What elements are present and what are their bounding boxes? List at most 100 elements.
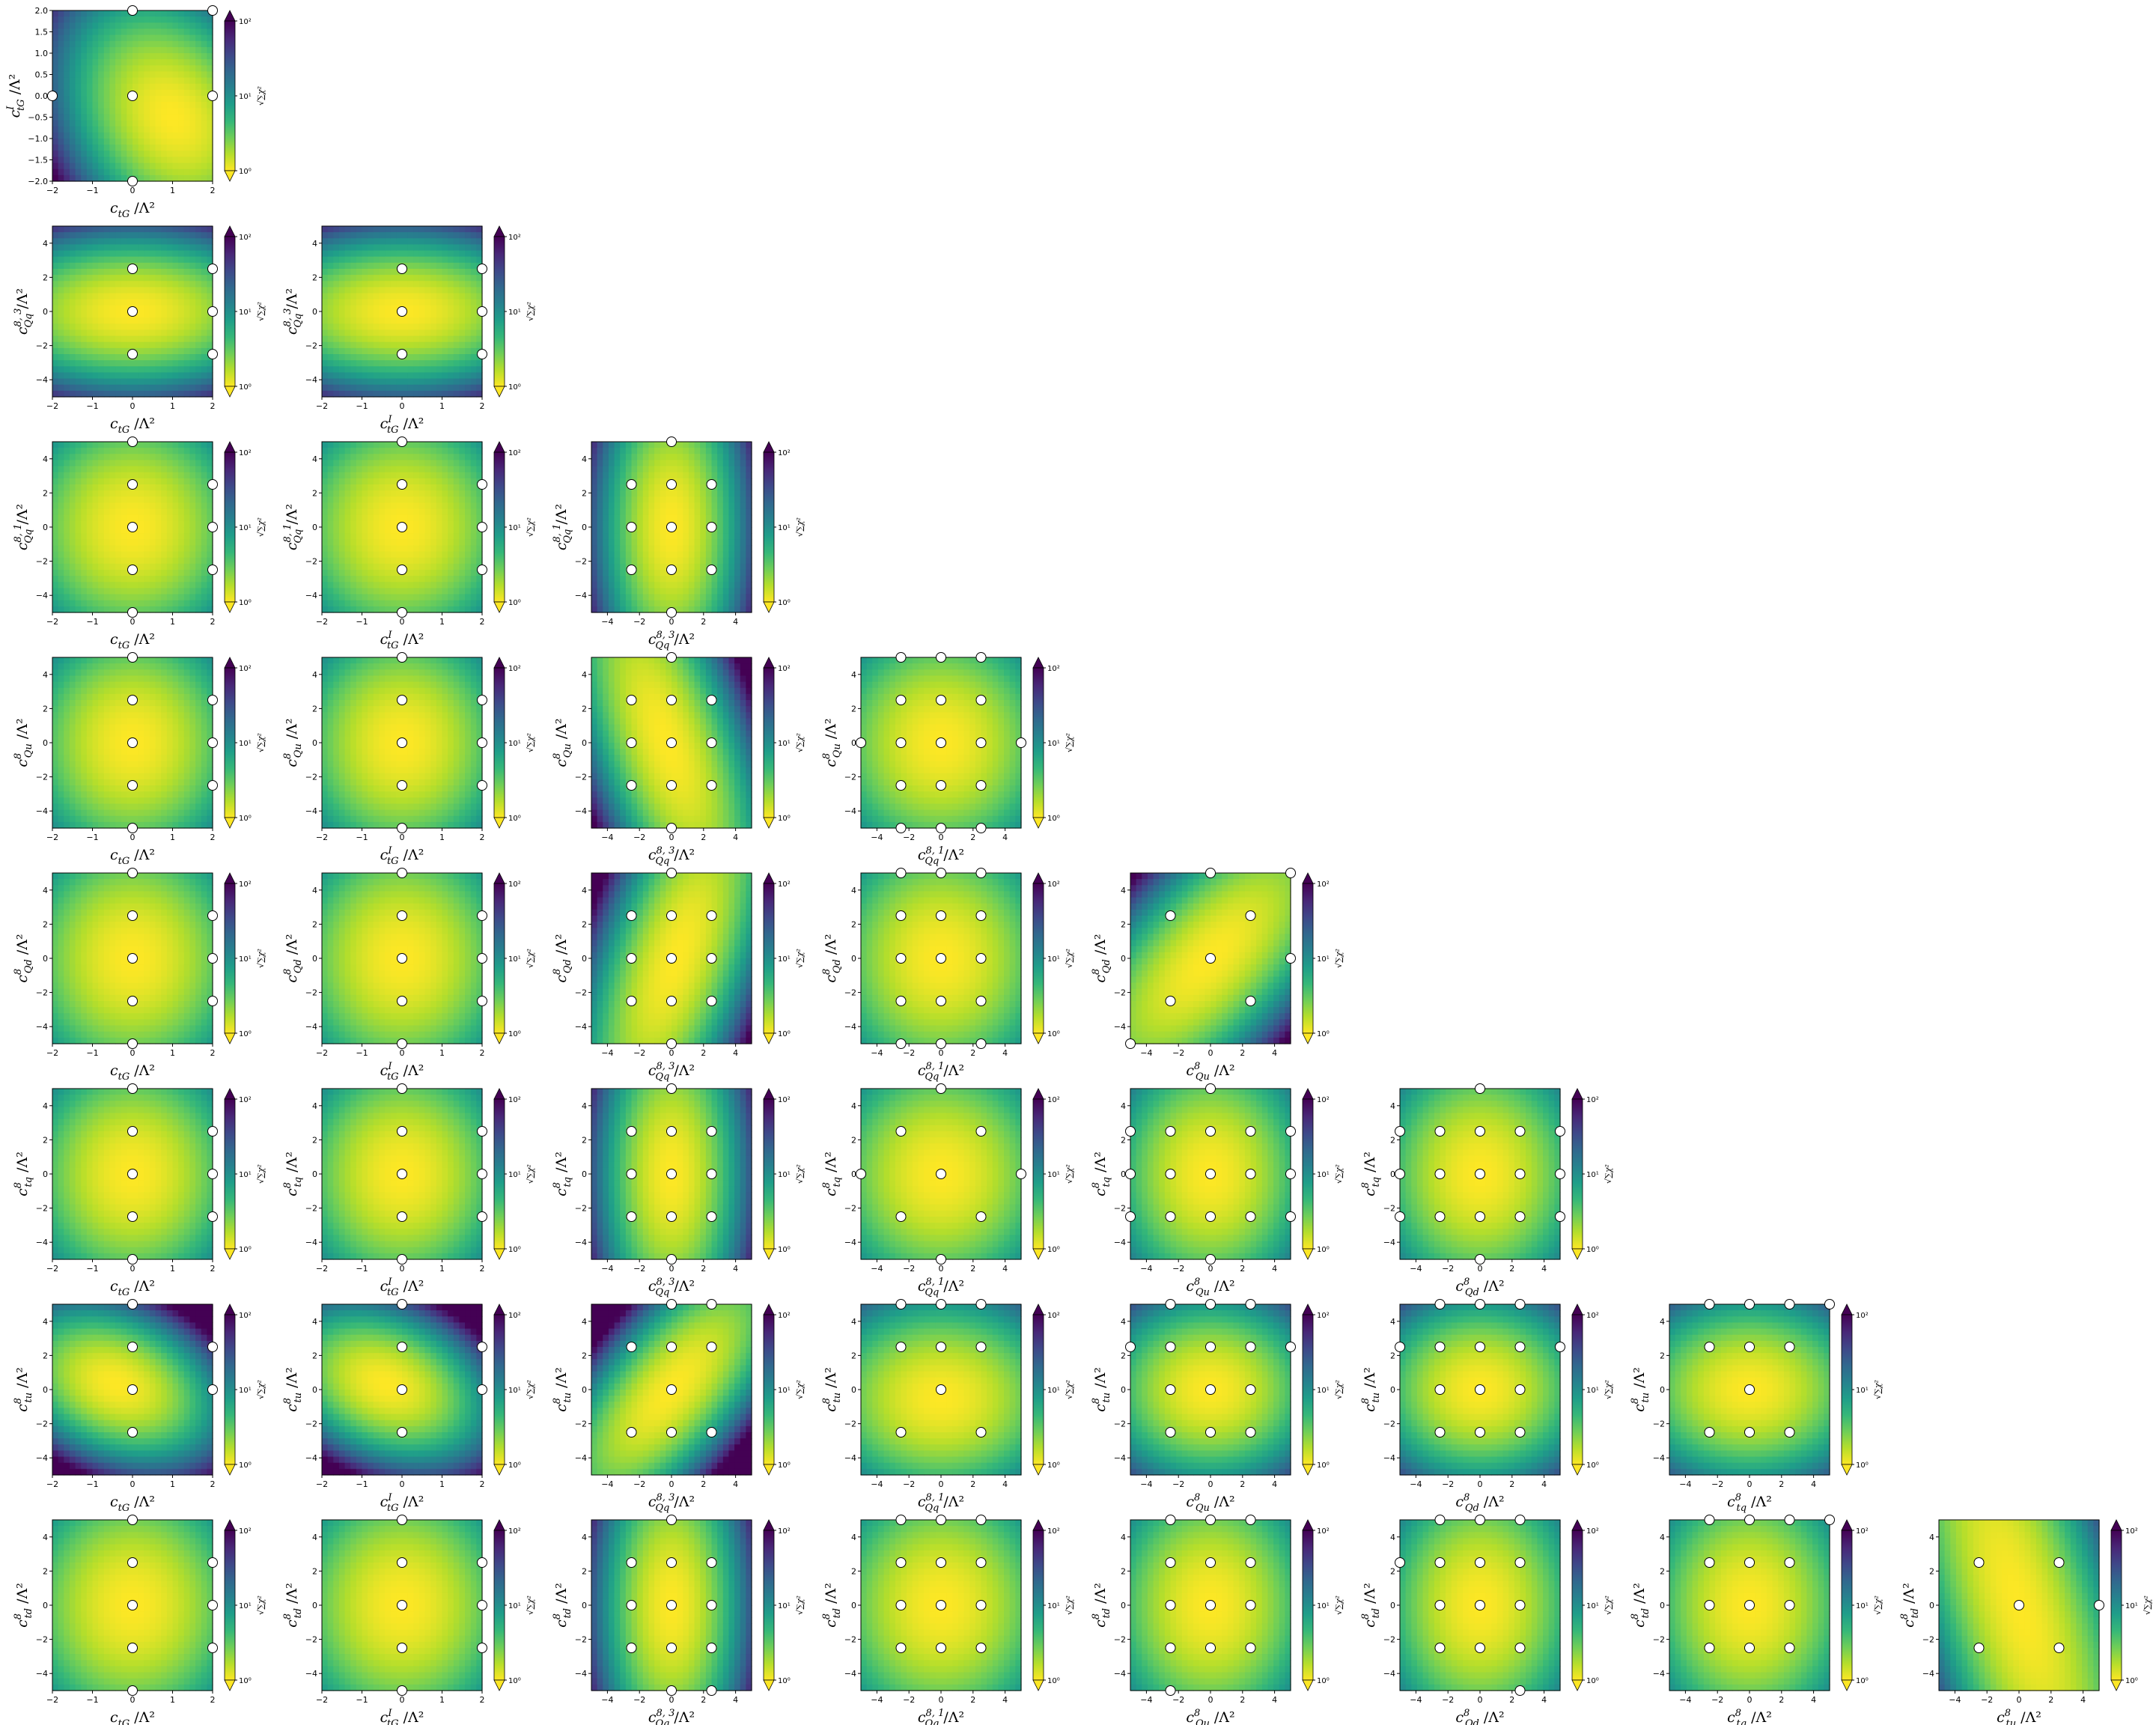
heatmap-cell — [402, 251, 408, 258]
heatmap-cell — [379, 606, 385, 613]
heatmap-cell — [609, 594, 615, 601]
heatmap-cell — [408, 558, 414, 565]
heatmap-cell — [648, 570, 654, 576]
heatmap-cell — [408, 226, 414, 233]
heatmap-cell — [207, 156, 213, 163]
heatmap-cell — [333, 360, 339, 367]
heatmap-cell — [402, 342, 408, 349]
heatmap-cell — [402, 539, 408, 546]
heatmap-cell — [121, 372, 127, 379]
heatmap-cell — [339, 354, 345, 361]
heatmap-cell — [76, 588, 82, 594]
heatmap-cell — [150, 329, 156, 336]
heatmap-cell — [189, 594, 195, 601]
heatmap-cell — [138, 323, 144, 330]
heatmap-cell — [362, 484, 368, 491]
heatmap-cell — [178, 269, 184, 276]
heatmap-cell — [70, 570, 76, 576]
heatmap-cell — [93, 90, 99, 97]
heatmap-cell — [52, 366, 58, 373]
heatmap-cell — [161, 16, 167, 23]
heatmap-cell — [201, 244, 207, 251]
heatmap-cell — [442, 606, 448, 613]
heatmap-cell — [104, 391, 110, 398]
heatmap-cell — [178, 454, 184, 460]
sample-point — [128, 437, 138, 447]
heatmap-cell — [413, 299, 419, 306]
y-tick-label: −4 — [36, 375, 48, 385]
heatmap-cell — [58, 41, 64, 48]
heatmap-cell — [345, 564, 351, 571]
heatmap-cell — [167, 582, 173, 588]
heatmap-cell — [109, 539, 115, 546]
heatmap-cell — [70, 336, 76, 343]
heatmap-cell — [385, 244, 391, 251]
heatmap-cell — [603, 484, 609, 491]
heatmap-cell — [52, 594, 58, 601]
heatmap-cell — [740, 564, 746, 571]
heatmap-cell — [356, 336, 362, 343]
heatmap-cell — [632, 545, 638, 552]
heatmap-cell — [740, 576, 746, 582]
heatmap-cell — [425, 460, 431, 466]
heatmap-cell — [87, 71, 93, 78]
heatmap-cell — [93, 263, 99, 270]
heatmap-cell — [597, 454, 603, 460]
heatmap-cell — [615, 466, 621, 473]
heatmap-cell — [144, 460, 150, 466]
heatmap-cell — [64, 478, 70, 485]
heatmap-cell — [173, 121, 179, 127]
heatmap-cell — [425, 336, 431, 343]
heatmap-cell — [150, 59, 156, 66]
heatmap-cell — [408, 582, 414, 588]
x-tick-label: 2 — [701, 617, 706, 627]
heatmap-cell — [58, 509, 64, 516]
heatmap-cell — [339, 527, 345, 534]
heatmap-cell — [184, 515, 190, 522]
heatmap-cell — [98, 121, 104, 127]
heatmap-cell — [436, 570, 442, 576]
heatmap-cell — [436, 472, 442, 479]
heatmap-cell — [70, 600, 76, 607]
heatmap-cell — [133, 163, 138, 170]
heatmap-cell — [52, 700, 58, 707]
heatmap-cell — [156, 576, 162, 582]
heatmap-cell — [70, 372, 76, 379]
heatmap-cell — [178, 96, 184, 103]
y-tick-label: −2 — [36, 557, 48, 567]
heatmap-cell — [643, 466, 649, 473]
sample-point — [48, 91, 58, 101]
heatmap-cell — [201, 509, 207, 516]
heatmap-cell — [396, 317, 402, 324]
heatmap-cell — [695, 588, 701, 594]
heatmap-cell — [133, 84, 138, 91]
sample-point — [627, 480, 636, 490]
heatmap-cell — [127, 496, 133, 503]
heatmap-cell — [597, 582, 603, 588]
heatmap-cell — [465, 299, 471, 306]
heatmap-cell — [723, 460, 729, 466]
heatmap-cell — [385, 600, 391, 607]
heatmap-cell — [156, 472, 162, 479]
heatmap-cell — [156, 552, 162, 559]
heatmap-cell — [76, 366, 82, 373]
heatmap-cell — [87, 509, 93, 516]
heatmap-cell — [201, 354, 207, 361]
heatmap-cell — [167, 460, 173, 466]
colorbar-gradient — [225, 237, 235, 386]
heatmap-cell — [121, 102, 127, 109]
heatmap-cell — [660, 496, 666, 503]
heatmap-cell — [98, 484, 104, 491]
heatmap-cell — [740, 594, 746, 601]
colorbar-extend-min — [494, 602, 505, 612]
heatmap-cell — [413, 391, 419, 398]
sample-point — [128, 523, 138, 532]
heatmap-cell — [70, 65, 76, 72]
heatmap-cell — [436, 317, 442, 324]
heatmap-cell — [52, 269, 58, 276]
heatmap-cell — [419, 275, 425, 282]
heatmap-cell — [207, 391, 213, 398]
heatmap-cell — [723, 533, 729, 540]
heatmap-cell — [76, 515, 82, 522]
heatmap-cell — [93, 71, 99, 78]
